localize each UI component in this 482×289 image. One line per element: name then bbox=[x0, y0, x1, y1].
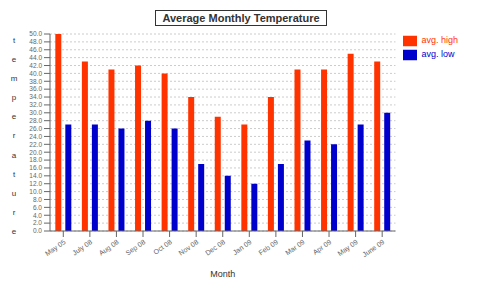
html-text:Average Monthly Temperature: Average Monthly Temperature bbox=[162, 12, 320, 24]
svg-text:July 08: July 08 bbox=[71, 238, 94, 257]
svg-text:36.0: 36.0 bbox=[29, 85, 42, 92]
svg-text:48.0: 48.0 bbox=[29, 38, 42, 45]
svg-text:May 09: May 09 bbox=[336, 238, 359, 258]
svg-text:Feb 09: Feb 09 bbox=[257, 238, 279, 256]
svg-text:Oct 08: Oct 08 bbox=[152, 238, 173, 256]
svg-text:18.0: 18.0 bbox=[29, 156, 42, 163]
svg-text:4.0: 4.0 bbox=[33, 212, 42, 219]
svg-text:30.0: 30.0 bbox=[29, 109, 42, 116]
svg-text:50.0: 50.0 bbox=[29, 30, 42, 37]
svg-text:12.0: 12.0 bbox=[29, 180, 42, 187]
svg-text:Nov 08: Nov 08 bbox=[177, 238, 199, 257]
svg-text:26.0: 26.0 bbox=[29, 125, 42, 132]
svg-text:Month: Month bbox=[210, 269, 235, 279]
svg-text:40.0: 40.0 bbox=[29, 70, 42, 77]
svg-text:28.0: 28.0 bbox=[29, 117, 42, 124]
svg-text:May 05: May 05 bbox=[44, 238, 67, 258]
svg-text:8.0: 8.0 bbox=[33, 196, 42, 203]
html-text:u: u bbox=[11, 188, 17, 198]
svg-text:Aug 08: Aug 08 bbox=[98, 238, 121, 257]
svg-text:10.0: 10.0 bbox=[29, 188, 42, 195]
svg-text:34.0: 34.0 bbox=[29, 93, 42, 100]
svg-text:Dec 08: Dec 08 bbox=[204, 238, 226, 257]
svg-text:Apr 09: Apr 09 bbox=[312, 238, 334, 256]
html-text:e: e bbox=[11, 112, 17, 122]
svg-text:38.0: 38.0 bbox=[29, 78, 42, 85]
svg-text:Mar 09: Mar 09 bbox=[284, 238, 306, 256]
html-text:avg. low: avg. low bbox=[421, 49, 455, 60]
svg-text:44.0: 44.0 bbox=[29, 54, 42, 61]
svg-text:46.0: 46.0 bbox=[29, 46, 42, 53]
svg-text:22.0: 22.0 bbox=[29, 141, 42, 148]
svg-text:42.0: 42.0 bbox=[29, 62, 42, 69]
svg-text:16.0: 16.0 bbox=[29, 164, 42, 171]
html-text:avg. high: avg. high bbox=[421, 35, 458, 46]
svg-text:14.0: 14.0 bbox=[29, 172, 42, 179]
svg-text:Sep 08: Sep 08 bbox=[124, 238, 147, 257]
svg-text:32.0: 32.0 bbox=[29, 101, 42, 108]
svg-text:20.0: 20.0 bbox=[29, 149, 42, 156]
html-text:r: r bbox=[12, 207, 16, 217]
svg-text:June 09: June 09 bbox=[361, 238, 386, 258]
svg-text:2.0: 2.0 bbox=[33, 219, 42, 226]
html-text:t: t bbox=[12, 36, 16, 45]
html-text:e: e bbox=[11, 55, 17, 65]
svg-text:0.0: 0.0 bbox=[33, 227, 42, 234]
svg-text:Jan 09: Jan 09 bbox=[231, 238, 252, 256]
html-text:a: a bbox=[11, 150, 17, 160]
html-text:t: t bbox=[12, 169, 16, 179]
html-text:m: m bbox=[10, 74, 18, 84]
html-text:r: r bbox=[12, 131, 16, 141]
svg-text:6.0: 6.0 bbox=[33, 204, 42, 211]
html-text:e: e bbox=[11, 226, 17, 236]
svg-text:24.0: 24.0 bbox=[29, 133, 42, 140]
html-text:p: p bbox=[11, 93, 17, 103]
